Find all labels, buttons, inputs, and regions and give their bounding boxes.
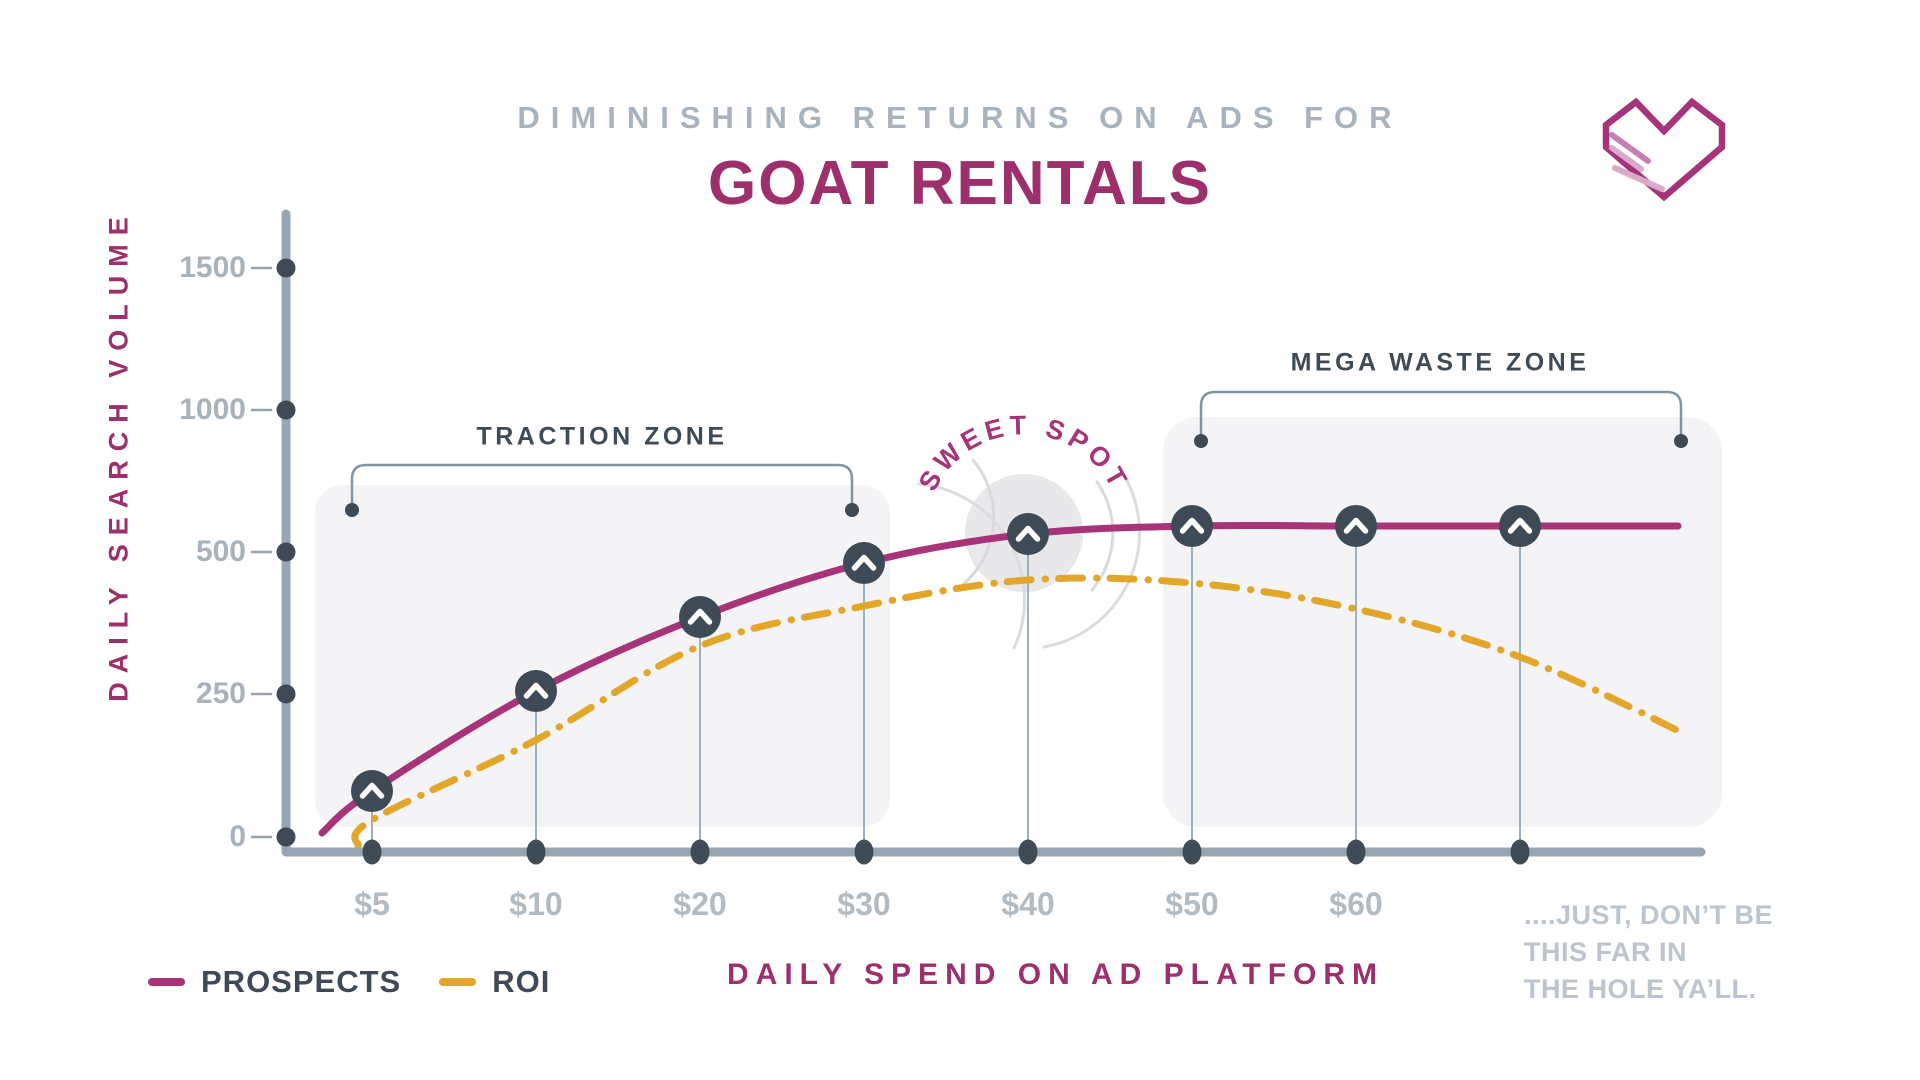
heart-streak-icon [1609, 145, 1644, 172]
x-tick-label: $30 [837, 886, 891, 922]
legend-item-prospects: PROSPECTS [148, 964, 401, 1000]
chevron-up-icon [523, 682, 549, 699]
chevron-up-icon [1343, 517, 1369, 534]
data-point-marker [351, 770, 393, 812]
legend-item-roi: ROI [439, 964, 550, 1000]
footnote: ....JUST, DON’T BE THIS FAR IN THE HOLE … [1524, 897, 1773, 1008]
x-tick-label: $20 [673, 886, 727, 922]
axis-lines [281, 209, 1706, 857]
heart-streak-icon [1609, 132, 1651, 164]
heart-streak-icon [1612, 165, 1665, 192]
legend: PROSPECTS ROI [148, 964, 550, 1000]
traction-zone-label: TRACTION ZONE [476, 422, 728, 451]
x-tick-label: $50 [1165, 886, 1219, 922]
x-tick-label: $40 [1001, 886, 1055, 922]
y-axis-ticks [250, 258, 296, 847]
data-point-marker [843, 542, 885, 584]
data-point-marker [1499, 505, 1541, 547]
x-tick-label: $5 [354, 886, 390, 922]
chevron-up-icon [851, 554, 877, 571]
chart-title: GOAT RENTALS [708, 149, 1212, 218]
data-point-marker [1007, 513, 1049, 555]
mega-waste-zone-area [1163, 417, 1722, 827]
x-tick-label: $60 [1329, 886, 1383, 922]
chevron-up-icon [1015, 525, 1041, 542]
roi-line-swatch-icon [439, 978, 477, 986]
data-point-marker [515, 670, 557, 712]
legend-label-prospects: PROSPECTS [201, 964, 402, 999]
heart-outline-icon [1602, 97, 1726, 202]
chevron-up-icon [1507, 517, 1533, 534]
data-point-marker [1171, 505, 1213, 547]
chevron-up-icon [359, 782, 385, 799]
x-axis-title: DAILY SPEND ON AD PLATFORM [727, 958, 1385, 991]
data-series-layer [318, 505, 1689, 850]
y-tick-label: 0 [229, 820, 246, 853]
prospects-line-swatch-icon [148, 978, 185, 986]
data-point-marker [679, 596, 721, 638]
y-tick-label: 250 [195, 677, 246, 710]
traction-zone-bracket [345, 463, 859, 517]
mega-waste-zone-bracket [1194, 390, 1688, 448]
footnote-line: THE HOLE YA’LL. [1524, 974, 1757, 1004]
footnote-line: THIS FAR IN [1524, 937, 1688, 967]
roi-curve [351, 574, 1689, 850]
y-tick-label: 1000 [179, 393, 246, 426]
data-point-marker [1335, 505, 1377, 547]
legend-label-roi: ROI [492, 964, 551, 999]
heart-logo [1602, 97, 1726, 202]
footnote-line: ....JUST, DON’T BE [1524, 900, 1774, 930]
chart-kicker: DIMINISHING RETURNS ON ADS FOR [517, 100, 1403, 135]
x-axis-ticks [362, 839, 1530, 865]
y-tick-label: 500 [195, 535, 246, 568]
mega-waste-zone-label: MEGA WASTE ZONE [1290, 348, 1590, 377]
y-tick-label: 1500 [179, 251, 246, 284]
chevron-up-icon [1179, 517, 1205, 534]
x-tick-label: $10 [509, 886, 563, 922]
chevron-up-icon [687, 608, 713, 625]
y-axis-title: DAILY SEARCH VOLUME [103, 208, 134, 702]
